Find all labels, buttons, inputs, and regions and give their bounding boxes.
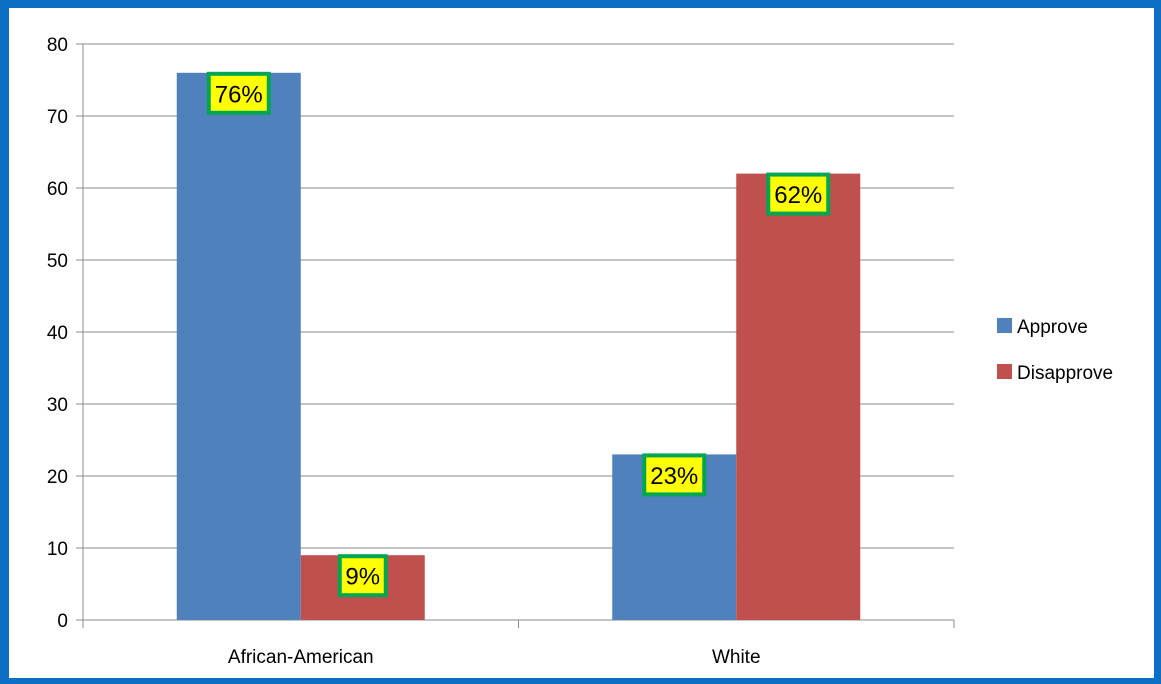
- y-tick-label: 70: [47, 107, 68, 128]
- data-label: 9%: [345, 564, 380, 591]
- x-tick-label: White: [712, 647, 761, 668]
- bar: [736, 173, 861, 620]
- data-label-box: [206, 71, 271, 115]
- legend-label: Disapprove: [1017, 363, 1113, 384]
- bar: [176, 72, 301, 621]
- legend-swatch: [997, 318, 1012, 333]
- data-label-box: [766, 172, 831, 216]
- legend-label: Approve: [1017, 317, 1088, 338]
- y-tick-label: 60: [47, 179, 68, 200]
- y-tick-label: 20: [47, 467, 68, 488]
- y-tick-label: 0: [57, 611, 68, 632]
- data-label: 76%: [215, 81, 263, 108]
- y-tick-label: 40: [47, 323, 68, 344]
- data-label-box: [642, 453, 707, 497]
- data-label: 62%: [774, 182, 822, 209]
- x-tick-label: African-American: [228, 647, 374, 668]
- y-tick-label: 80: [47, 35, 68, 56]
- data-label: 23%: [650, 463, 698, 490]
- data-label-box: [337, 554, 388, 598]
- y-tick-label: 30: [47, 395, 68, 416]
- legend-swatch: [997, 364, 1012, 379]
- y-tick-label: 50: [47, 251, 68, 272]
- y-tick-label: 10: [47, 539, 68, 560]
